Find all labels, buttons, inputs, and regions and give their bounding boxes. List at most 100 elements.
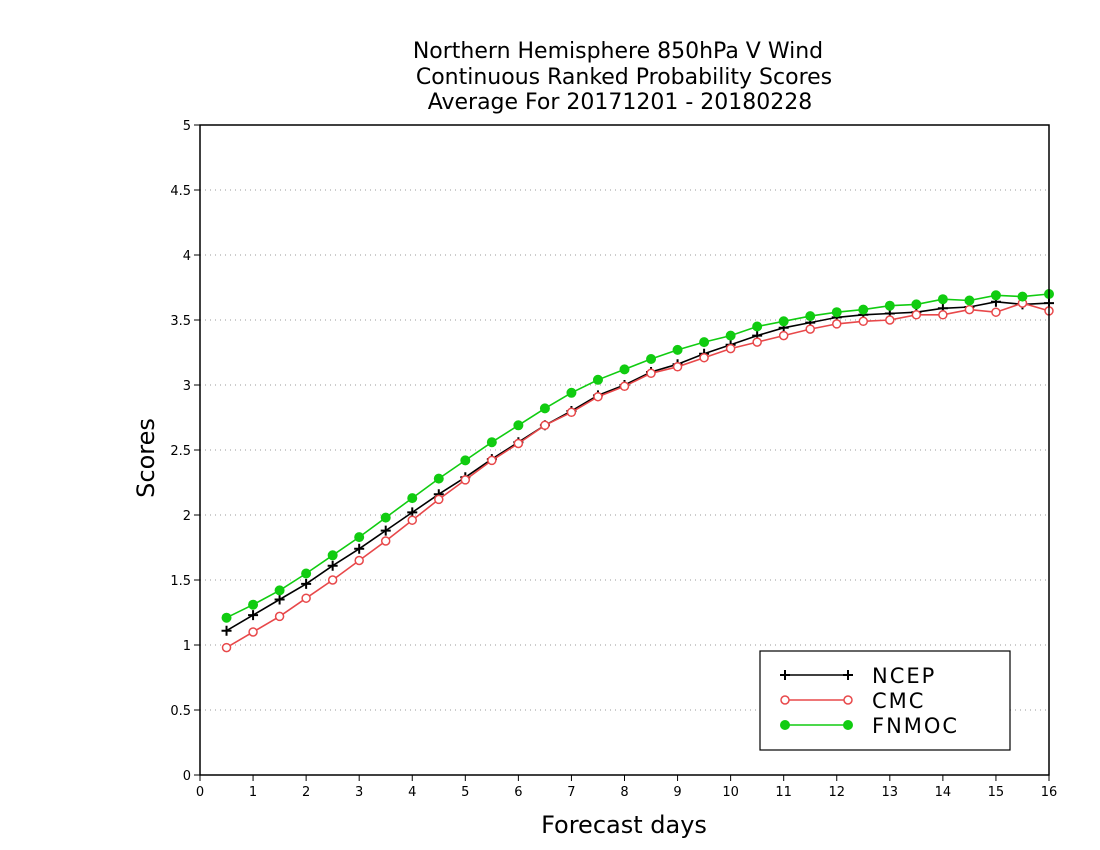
legend-marker <box>843 670 853 680</box>
cmc-point <box>938 310 948 320</box>
title-line-1: Northern Hemisphere 850hPa V Wind <box>413 39 823 64</box>
x-tick-label: 6 <box>514 785 522 800</box>
cmc-point <box>699 352 709 363</box>
fnmoc-point <box>539 403 550 414</box>
y-tick-label: 3 <box>183 379 191 394</box>
fnmoc-point <box>248 599 259 610</box>
y-tick-label: 2 <box>183 509 191 524</box>
cmc-point <box>752 337 762 347</box>
y-axis-ticks: 0 0.5 1 1.5 2 2.5 3 3.5 4 4.5 5 <box>170 119 200 784</box>
cmc-point <box>832 319 842 329</box>
legend-marker <box>843 695 853 705</box>
ncep-point <box>274 594 285 605</box>
x-axis-label: Forecast days <box>541 811 707 839</box>
fnmoc-point <box>699 337 710 348</box>
fnmoc-point <box>513 420 524 431</box>
cmc-point <box>221 642 232 653</box>
fnmoc-point <box>964 295 975 306</box>
x-tick-label: 10 <box>722 785 739 800</box>
fnmoc-point <box>354 532 365 543</box>
cmc-point <box>301 593 311 603</box>
fnmoc-point <box>433 473 444 484</box>
fnmoc-point <box>831 307 842 318</box>
fnmoc-point <box>725 330 736 341</box>
fnmoc-point <box>752 321 763 332</box>
fnmoc-point <box>274 585 285 596</box>
fnmoc-point <box>301 568 312 579</box>
ncep-point <box>301 578 312 589</box>
x-tick-label: 16 <box>1041 785 1058 800</box>
cmc-line <box>226 302 1050 649</box>
fnmoc-point <box>646 354 657 364</box>
fnmoc-point <box>221 612 232 623</box>
legend-item-cmc: CMC <box>780 689 925 713</box>
ncep-point <box>248 610 259 621</box>
fnmoc-point <box>778 316 789 327</box>
fnmoc-point <box>990 290 1001 301</box>
y-tick-label: 4 <box>183 249 191 264</box>
cmc-point <box>274 611 285 622</box>
x-tick-label: 12 <box>828 785 845 800</box>
x-tick-label: 15 <box>988 785 1005 800</box>
ncep-point <box>327 560 338 571</box>
fnmoc-point <box>486 437 497 448</box>
y-tick-label: 1 <box>183 639 191 654</box>
legend-label-cmc: CMC <box>872 689 925 713</box>
x-tick-label: 13 <box>882 785 899 800</box>
chart-title: Northern Hemisphere 850hPa V Wind Contin… <box>413 39 832 115</box>
cmc-point <box>380 536 391 546</box>
cmc-point <box>487 455 497 466</box>
x-tick-label: 2 <box>302 785 310 800</box>
legend-item-fnmoc: FNMOC <box>780 714 957 738</box>
cmc-point <box>513 438 524 449</box>
fnmoc-point <box>327 550 338 561</box>
cmc-point <box>991 307 1001 317</box>
ncep-point <box>380 525 391 536</box>
fnmoc-series <box>221 289 1054 623</box>
title-line-2: Continuous Ranked Probability Scores <box>416 65 832 90</box>
x-tick-label: 1 <box>249 785 257 800</box>
ncep-point <box>221 625 232 636</box>
cmc-point <box>964 304 975 315</box>
x-tick-label: 14 <box>935 785 952 800</box>
fnmoc-point <box>937 294 948 305</box>
fnmoc-point <box>1017 291 1028 302</box>
cmc-point <box>911 310 922 320</box>
title-line-3: Average For 20171201 - 20180228 <box>428 90 813 115</box>
fnmoc-point <box>911 299 922 310</box>
fnmoc-point <box>407 493 418 504</box>
x-tick-label: 3 <box>355 785 363 800</box>
cmc-point <box>460 475 471 485</box>
cmc-series <box>221 298 1054 653</box>
cmc-point <box>778 330 789 341</box>
fnmoc-point <box>592 374 603 385</box>
cmc-point <box>858 316 869 327</box>
cmc-point <box>327 575 338 585</box>
cmc-point <box>672 362 683 372</box>
cmc-point <box>354 555 364 566</box>
x-tick-label: 11 <box>775 785 792 800</box>
ncep-line <box>226 300 1050 632</box>
y-tick-label: 4.5 <box>170 184 191 199</box>
cmc-point <box>725 343 736 354</box>
y-tick-label: 5 <box>183 119 191 134</box>
legend-marker <box>780 695 790 705</box>
series-layer <box>221 289 1054 653</box>
y-gridlines <box>200 124 1049 711</box>
fnmoc-point <box>805 311 816 322</box>
y-axis-label: Scores <box>132 418 160 498</box>
fnmoc-point <box>460 455 471 466</box>
legend-item-ncep: NCEP <box>780 664 934 688</box>
x-tick-label: 4 <box>408 785 416 800</box>
x-tick-label: 0 <box>196 785 204 800</box>
legend-marker <box>780 670 790 680</box>
ncep-series <box>221 296 1054 636</box>
cmc-point <box>593 391 603 402</box>
cmc-point <box>540 420 550 431</box>
cmc-point <box>619 381 630 392</box>
legend-marker <box>843 720 853 730</box>
y-tick-label: 2.5 <box>170 444 191 459</box>
fnmoc-point <box>619 364 630 375</box>
y-tick-label: 3.5 <box>170 314 191 329</box>
